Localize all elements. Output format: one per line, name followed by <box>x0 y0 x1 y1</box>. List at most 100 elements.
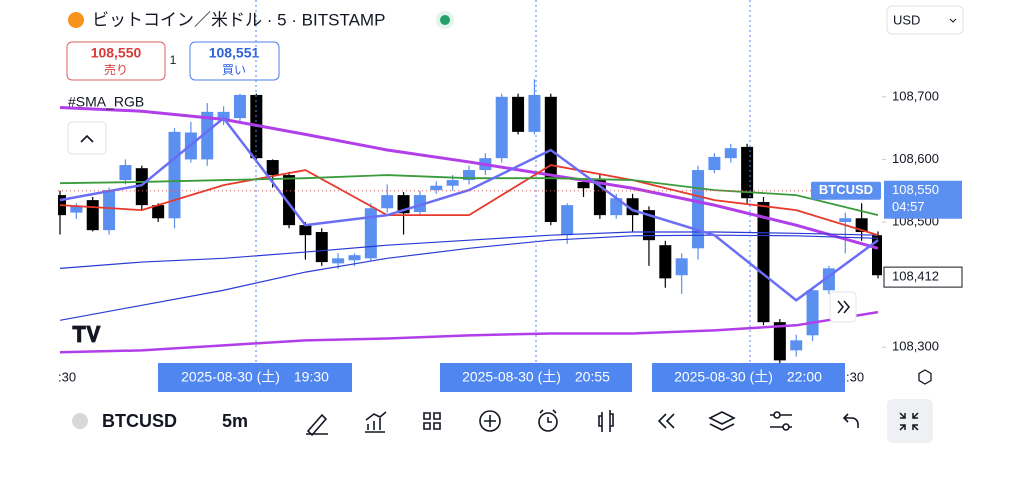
plot-area <box>58 79 882 365</box>
candle-body <box>872 235 882 276</box>
tv-logo: 𝐓𝐕 <box>72 322 101 347</box>
candle-body <box>773 322 786 361</box>
currency-select[interactable] <box>886 5 964 35</box>
time-label: :30 <box>58 369 76 384</box>
candle-icon[interactable] <box>598 410 614 432</box>
toolbar-interval[interactable]: 5m <box>222 411 248 431</box>
add-plus <box>484 415 496 427</box>
candle-body <box>544 96 557 223</box>
buy-label[interactable]: 買い <box>222 63 246 77</box>
candle-body <box>610 198 623 216</box>
time-marker-box <box>158 363 352 392</box>
layout-icon[interactable] <box>423 412 441 430</box>
toolbar-icons <box>306 409 859 437</box>
candle-body <box>168 131 181 219</box>
moving-average <box>59 116 879 302</box>
time-label: :30 <box>846 369 864 384</box>
replay-icon[interactable] <box>657 413 675 429</box>
candle-body <box>86 200 99 231</box>
candle-body <box>757 201 770 323</box>
candle-body <box>659 245 672 279</box>
time-marker: 2025-08-30 (土) 20:55 <box>462 369 610 385</box>
layers-icon[interactable] <box>708 411 736 431</box>
candle-body <box>266 160 279 176</box>
draw-icon[interactable] <box>306 413 328 437</box>
candle-body <box>692 170 705 249</box>
time-marker-box <box>440 363 632 392</box>
sell-button[interactable] <box>66 41 166 81</box>
candle-body <box>642 210 655 241</box>
coin-icon <box>68 12 84 28</box>
candle-body <box>217 111 230 120</box>
candle-body <box>135 168 148 206</box>
alert-hands <box>539 409 557 423</box>
symbol-title[interactable]: ビットコイン／米ドル · 5 · BITSTAMP <box>92 10 385 29</box>
sell-price[interactable]: 108,550 <box>91 45 142 61</box>
slider-knob <box>773 411 781 419</box>
quantity[interactable]: 1 <box>170 53 177 67</box>
moving-average <box>59 174 879 217</box>
buy-button[interactable] <box>189 41 280 81</box>
candle-body <box>463 170 475 181</box>
candle-body <box>332 258 345 264</box>
candle-body <box>70 206 83 213</box>
candle-body <box>413 195 426 213</box>
fullscreen-button[interactable] <box>887 399 933 443</box>
time-marker-box <box>652 363 845 392</box>
price-tag <box>884 180 962 219</box>
sell-label[interactable]: 売り <box>104 62 128 77</box>
candle-body <box>430 185 443 191</box>
moving-average <box>59 234 879 321</box>
toolbar-symbol[interactable]: BTCUSD <box>102 411 177 431</box>
candle-body <box>103 190 116 231</box>
candle-body <box>561 205 574 236</box>
chevron <box>949 18 957 23</box>
moving-average <box>59 105 879 250</box>
countdown: 04:57 <box>892 199 925 214</box>
candle-body <box>790 340 803 351</box>
y-tick-label: 108,600 <box>892 151 939 166</box>
collapse-button[interactable] <box>67 121 107 155</box>
undo-icon[interactable] <box>842 413 859 428</box>
symbol-tag <box>811 181 881 200</box>
candle-body <box>299 225 312 236</box>
candle-body <box>528 94 541 132</box>
indicator-label[interactable]: #SMA_RGB <box>68 94 144 110</box>
indicators-icon[interactable] <box>365 411 387 433</box>
candle-body <box>381 195 394 209</box>
candle-body <box>724 148 737 159</box>
candle-body <box>806 290 819 336</box>
symbol-tag-text: BTCUSD <box>819 182 873 197</box>
symbol-icon <box>72 413 88 429</box>
candle-body <box>201 111 214 160</box>
y-tick-label: 108,300 <box>892 339 939 354</box>
alert-icon[interactable] <box>538 412 558 432</box>
time-marker: 2025-08-30 (土) 19:30 <box>181 369 329 385</box>
candle-body <box>119 165 132 181</box>
candle-body <box>675 258 688 276</box>
time-marker: 2025-08-30 (土) 22:00 <box>674 369 822 385</box>
scroll-icon <box>837 300 850 314</box>
candle-body <box>495 96 508 159</box>
candle-body <box>315 232 328 263</box>
candle-body <box>446 180 459 186</box>
settings-icon[interactable] <box>918 369 932 385</box>
candle-body <box>577 181 590 189</box>
collapse-icon <box>80 134 94 143</box>
moving-average <box>59 231 879 269</box>
add-icon[interactable] <box>479 410 501 432</box>
candle-body <box>512 96 525 132</box>
moving-average <box>59 164 879 237</box>
status-dot <box>440 15 450 25</box>
buy-price[interactable]: 108,551 <box>209 45 260 61</box>
time-markers <box>255 0 751 365</box>
candle-body <box>839 218 852 223</box>
candle-body <box>152 205 165 219</box>
candle-body <box>708 156 721 171</box>
currency[interactable]: USD <box>893 12 920 27</box>
candle-body <box>283 175 296 226</box>
slider-knob <box>782 423 790 431</box>
last-price-tag <box>883 266 963 288</box>
y-tick-label: 108,700 <box>892 88 939 103</box>
